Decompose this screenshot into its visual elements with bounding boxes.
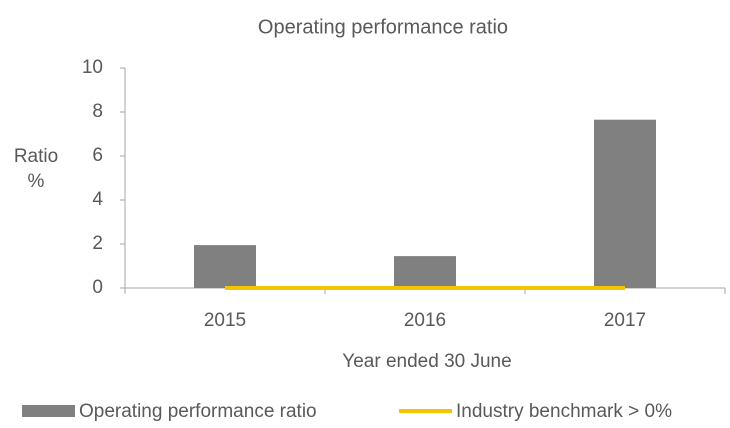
chart-title: Operating performance ratio	[258, 16, 508, 38]
y-tick-label: 8	[92, 101, 103, 122]
x-tick-label: 2015	[204, 310, 246, 331]
y-axis-label: Ratio	[14, 146, 58, 167]
x-axis-label: Year ended 30 June	[342, 351, 511, 372]
legend-label: Operating performance ratio	[79, 401, 317, 422]
y-tick-label: 0	[92, 277, 103, 298]
y-tick-label: 6	[92, 145, 103, 166]
legend-swatch	[22, 405, 75, 417]
y-axis-label: %	[28, 171, 45, 192]
bar	[594, 119, 656, 288]
x-tick-label: 2016	[404, 310, 446, 331]
y-tick-label: 4	[92, 189, 103, 210]
x-tick-label: 2017	[604, 310, 646, 331]
y-tick-label: 2	[92, 233, 103, 254]
legend-label: Industry benchmark > 0%	[456, 401, 672, 422]
bar	[394, 256, 456, 288]
bar	[194, 245, 256, 288]
y-tick-label: 10	[82, 57, 103, 78]
